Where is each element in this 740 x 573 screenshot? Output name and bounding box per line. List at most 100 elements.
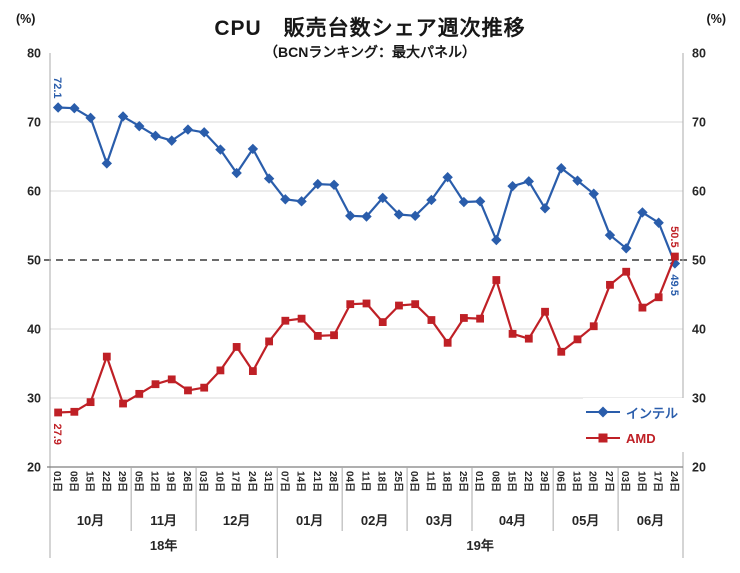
- amd-line-marker-icon: [586, 433, 620, 443]
- data-point-amd: [167, 375, 176, 384]
- month-label: 02月: [361, 513, 388, 528]
- data-point-intel: [491, 234, 502, 246]
- data-point-amd: [606, 280, 614, 289]
- data-point-amd: [119, 399, 127, 408]
- data-label-intel: 49.5: [668, 274, 680, 295]
- y-tick-label-left: 50: [27, 254, 41, 268]
- data-point-intel: [442, 172, 453, 183]
- data-point-amd: [524, 334, 533, 343]
- legend-label-intel: インテル: [626, 405, 679, 421]
- data-point-amd: [395, 301, 403, 310]
- day-tick-label: 26日: [181, 471, 193, 492]
- data-point-amd: [670, 252, 679, 261]
- day-tick-label: 06日: [554, 471, 566, 492]
- y-tick-label-right: 30: [692, 392, 706, 406]
- data-point-intel: [215, 144, 226, 155]
- chart-title: CPU 販売台数シェア週次推移: [214, 17, 526, 40]
- data-point-intel: [361, 211, 372, 222]
- data-point-intel: [588, 188, 599, 199]
- intel-line-marker-icon: [586, 406, 620, 418]
- day-tick-label: 22日: [100, 471, 112, 492]
- data-point-intel: [409, 210, 421, 222]
- day-tick-label: 28日: [327, 471, 339, 492]
- day-tick-label: 03日: [619, 471, 631, 492]
- data-point-amd: [476, 314, 485, 323]
- day-tick-label: 18日: [376, 471, 388, 492]
- day-tick-label: 03日: [197, 471, 209, 492]
- y-tick-label-right: 50: [692, 254, 706, 268]
- data-point-intel: [117, 111, 129, 122]
- year-label: 19年: [466, 538, 493, 553]
- day-tick-label: 10日: [635, 471, 647, 492]
- day-tick-label: 20日: [587, 471, 599, 492]
- month-label: 06月: [637, 513, 664, 528]
- data-point-amd: [346, 300, 355, 309]
- data-point-intel: [247, 143, 259, 155]
- day-tick-label: 04日: [408, 471, 420, 492]
- day-tick-label: 15日: [84, 471, 96, 492]
- legend-label-amd: AMD: [626, 430, 656, 446]
- day-tick-label: 15日: [506, 471, 518, 492]
- y-tick-label-right: 80: [692, 47, 706, 61]
- data-point-intel: [134, 120, 145, 132]
- data-point-intel: [653, 217, 664, 228]
- data-point-intel: [345, 210, 356, 222]
- data-point-intel: [182, 124, 194, 135]
- data-point-intel: [604, 229, 616, 241]
- y-tick-label-right: 60: [692, 185, 706, 199]
- day-tick-label: 17日: [230, 471, 242, 492]
- data-point-amd: [184, 386, 192, 395]
- data-point-intel: [426, 194, 437, 206]
- data-point-intel: [150, 130, 161, 141]
- month-label: 12月: [223, 513, 250, 528]
- data-point-amd: [200, 383, 209, 392]
- data-point-amd: [135, 389, 144, 398]
- data-point-intel: [669, 258, 681, 269]
- y-tick-label-left: 20: [27, 461, 41, 475]
- data-point-intel: [620, 243, 632, 254]
- month-label: 05月: [572, 513, 599, 528]
- data-point-amd: [573, 335, 582, 344]
- legend-item-intel: インテル: [585, 401, 685, 423]
- month-label: 11月: [150, 513, 177, 528]
- data-point-amd: [216, 366, 225, 375]
- day-tick-label: 25日: [392, 471, 404, 492]
- data-point-amd: [508, 329, 517, 338]
- data-point-amd: [427, 316, 436, 324]
- day-tick-label: 08日: [67, 471, 79, 492]
- data-point-amd: [265, 337, 274, 346]
- data-point-intel: [101, 158, 113, 169]
- month-label: 01月: [296, 513, 323, 528]
- day-tick-label: 14日: [295, 471, 307, 492]
- data-point-amd: [281, 316, 290, 325]
- month-label: 04月: [499, 513, 526, 528]
- data-point-intel: [637, 207, 648, 218]
- day-tick-label: 10日: [213, 471, 225, 492]
- day-tick-label: 12日: [149, 471, 161, 492]
- y-tick-label-right: 70: [692, 116, 706, 130]
- day-tick-label: 21日: [311, 471, 323, 492]
- data-label-intel: 72.1: [51, 77, 63, 98]
- data-point-intel: [474, 196, 486, 207]
- data-point-intel: [69, 103, 80, 114]
- data-point-intel: [52, 102, 64, 113]
- year-label: 18年: [150, 538, 177, 553]
- day-tick-label: 07日: [278, 471, 290, 492]
- data-point-amd: [151, 380, 160, 389]
- data-point-amd: [54, 408, 63, 417]
- data-point-intel: [231, 167, 242, 179]
- data-point-amd: [86, 398, 95, 407]
- series-line-intel: [56, 106, 677, 265]
- data-point-intel: [198, 127, 210, 138]
- y-axis-unit-left: (%): [16, 12, 36, 26]
- data-point-amd: [557, 347, 566, 356]
- day-tick-label: 01日: [51, 471, 63, 492]
- day-tick-label: 29日: [538, 471, 550, 492]
- data-label-amd: 50.5: [668, 226, 680, 247]
- day-tick-label: 19日: [165, 471, 177, 492]
- day-tick-label: 24日: [246, 471, 258, 492]
- month-label: 10月: [77, 513, 104, 528]
- day-tick-label: 08日: [489, 471, 501, 492]
- day-tick-label: 05日: [132, 471, 144, 492]
